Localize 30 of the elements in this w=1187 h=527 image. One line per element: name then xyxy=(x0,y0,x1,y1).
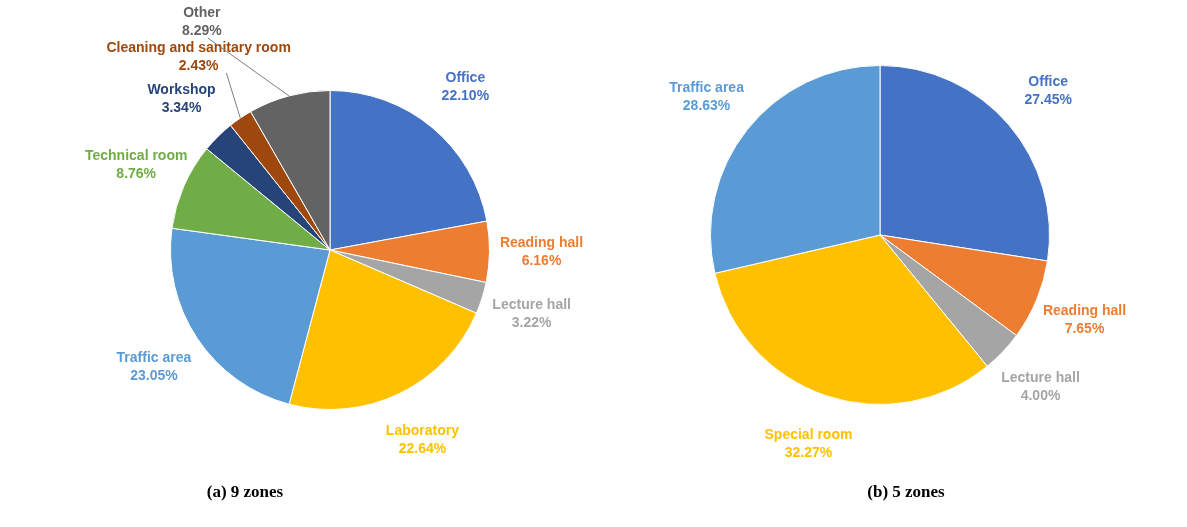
slice-label: Laboratory xyxy=(385,422,460,439)
slice-label: Lecture hall xyxy=(1001,369,1080,386)
slice-label: Reading hall xyxy=(1042,301,1127,318)
data-label: 27.45% xyxy=(1024,90,1073,107)
data-label: 23.05% xyxy=(130,367,179,384)
slice-label: Special room xyxy=(764,426,853,443)
data-label: 3.22% xyxy=(511,313,553,330)
data-label: 28.63% xyxy=(682,97,731,114)
data-label: 7.65% xyxy=(1064,319,1105,336)
slice-label: Traffic area xyxy=(669,79,745,96)
slice-label: Cleaning and sanitary room xyxy=(106,38,291,55)
slice-label: Reading hall xyxy=(499,234,584,251)
data-label: 22.10% xyxy=(441,87,490,104)
slice-label: Traffic area xyxy=(116,349,192,366)
data-label: 2.43% xyxy=(178,56,220,73)
slice-label: Workshop xyxy=(147,81,216,98)
data-label: 4.00% xyxy=(1020,387,1061,404)
text: (b) 5 zones xyxy=(866,482,946,502)
data-label: 3.34% xyxy=(161,99,202,116)
data-label: 8.29% xyxy=(182,21,223,38)
slice-label: Office xyxy=(445,69,486,86)
data-label: 32.27% xyxy=(784,444,833,461)
slice-label: Technical room xyxy=(84,147,188,164)
data-label: 22.64% xyxy=(398,440,447,457)
text: (a) 9 zones xyxy=(205,482,285,502)
slice-label: Other xyxy=(183,3,222,20)
slice-label: Office xyxy=(1028,72,1069,89)
data-label: 6.16% xyxy=(521,252,562,269)
slice-label: Lecture hall xyxy=(492,295,571,312)
data-label: 8.76% xyxy=(116,165,157,182)
